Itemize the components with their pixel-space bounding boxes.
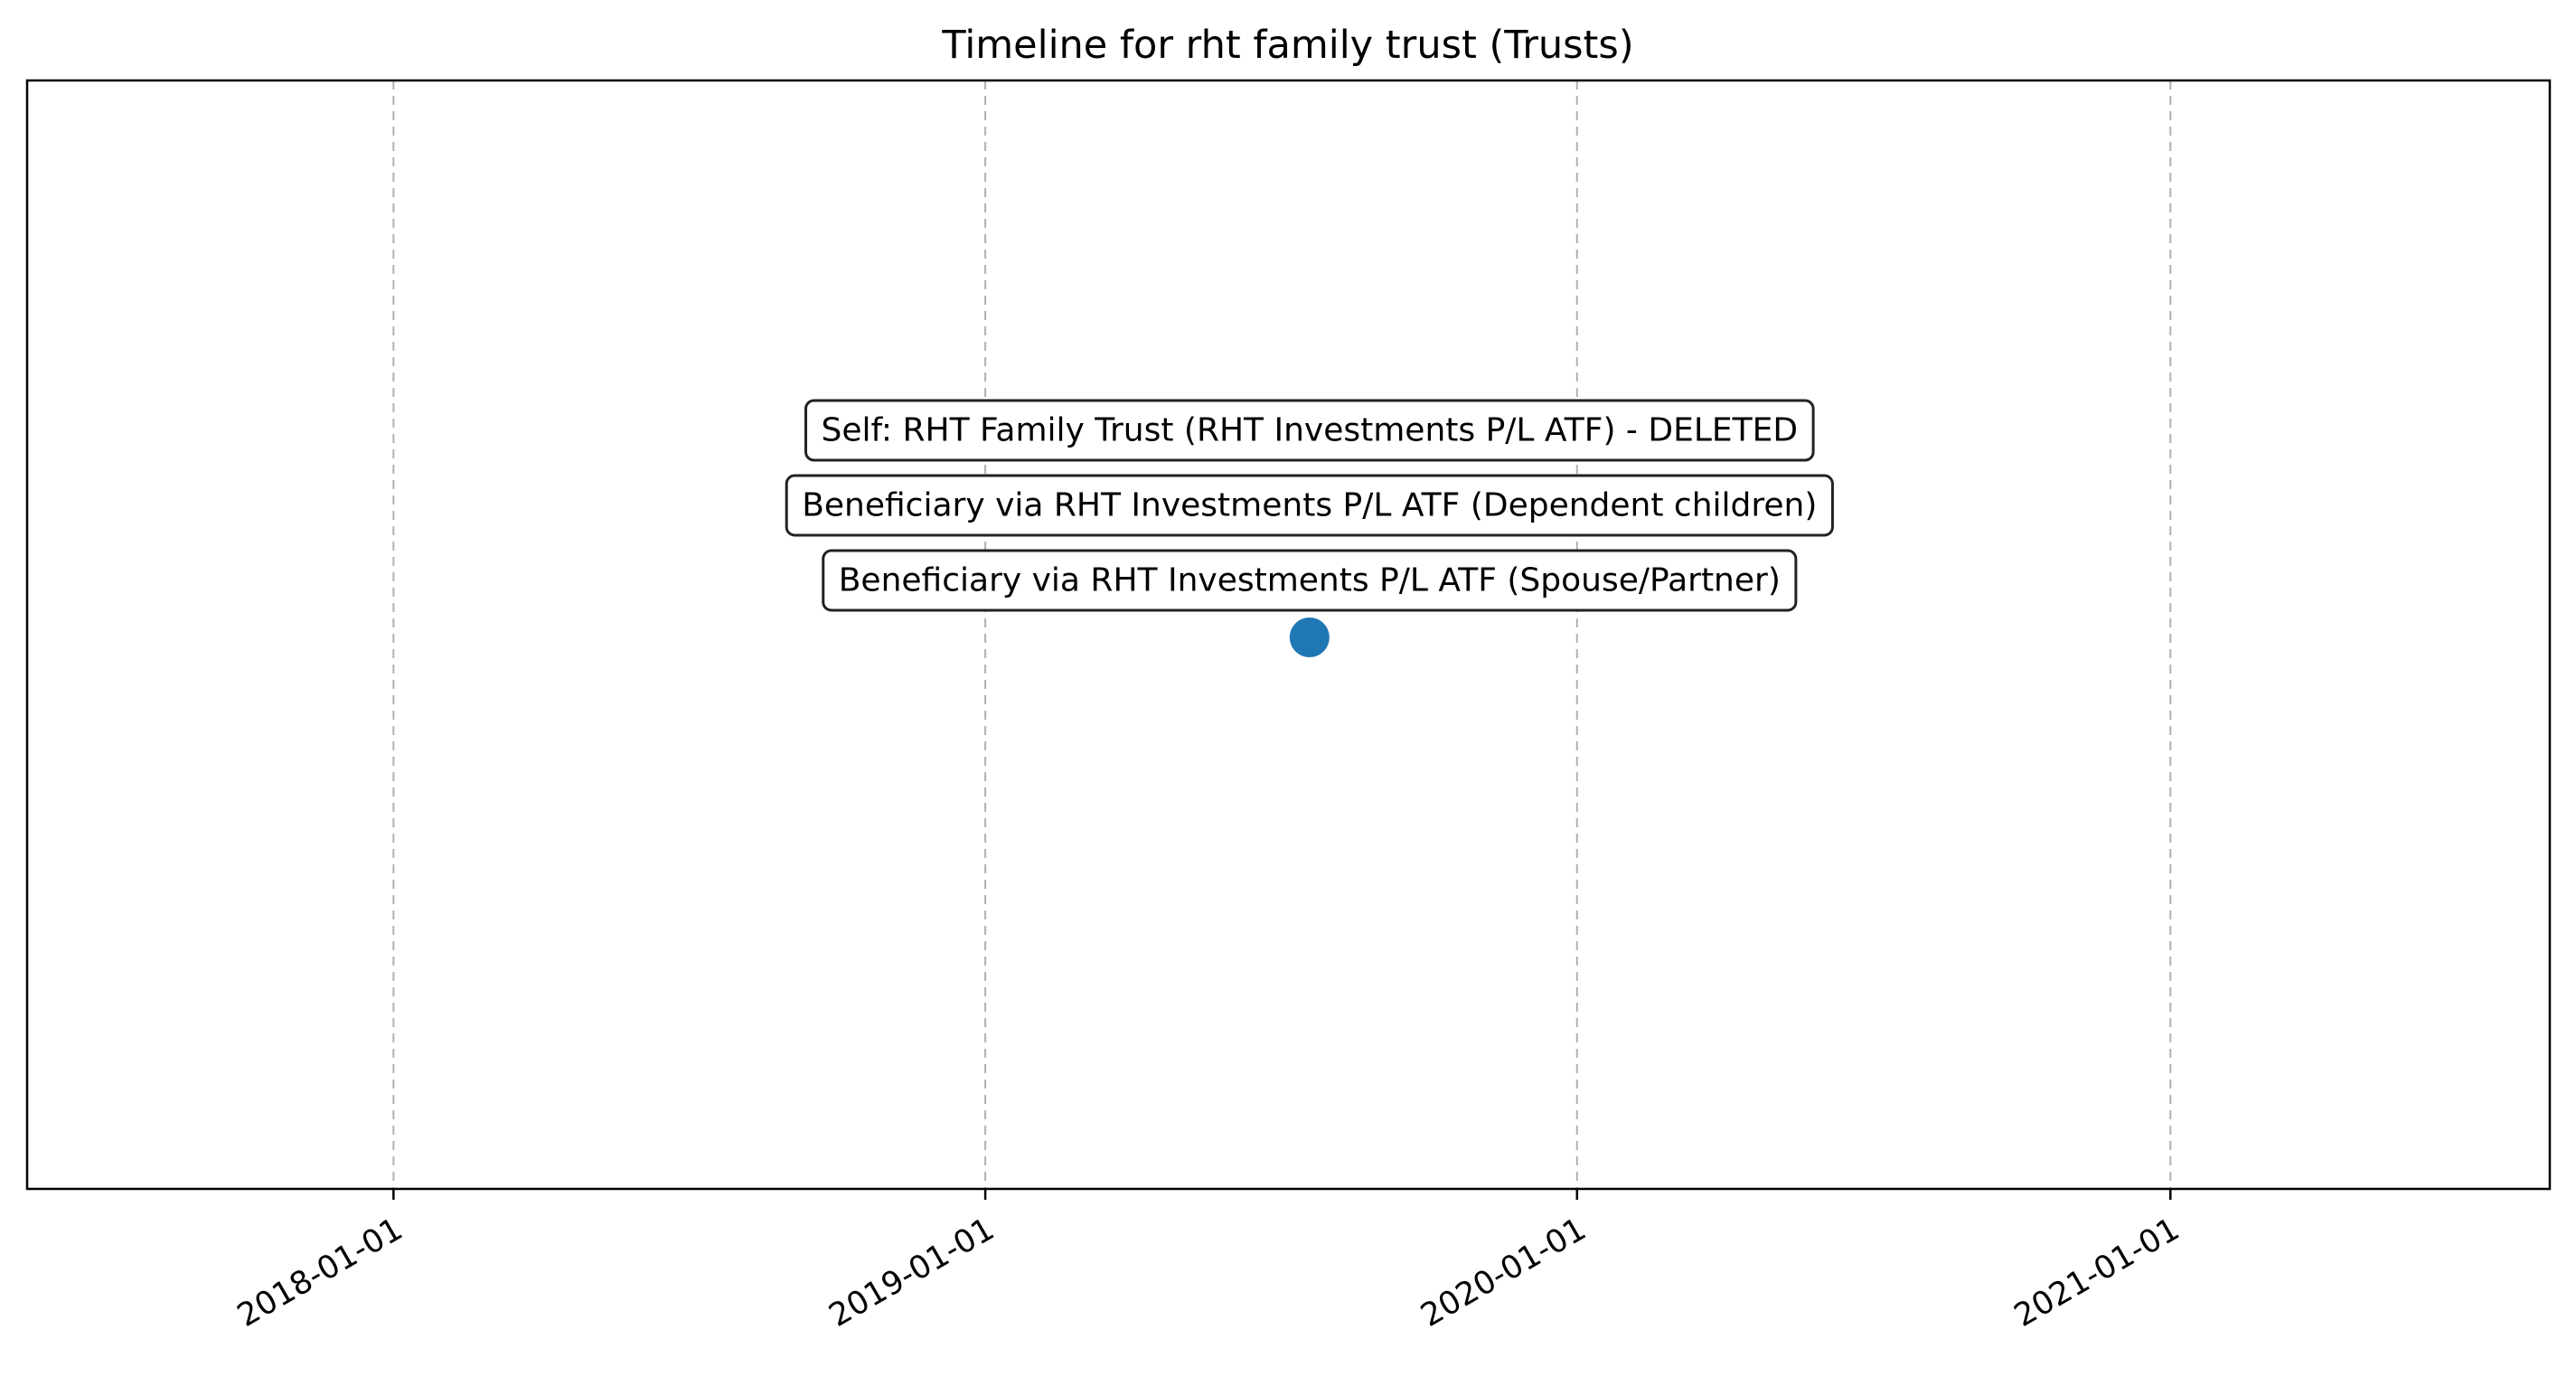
annotation-text: Beneficiary via RHT Investments P/L ATF … [839, 562, 1781, 599]
annotation-text: Self: RHT Family Trust (RHT Investments … [822, 412, 1799, 449]
annotation-box [785, 474, 1834, 537]
annotation-label: Beneficiary via RHT Investments P/L ATF … [822, 549, 1798, 612]
chart-title: Timeline for rht family trust (Trusts) [941, 23, 1633, 68]
plot-frame [25, 79, 2552, 1191]
annotation-label: Beneficiary via RHT Investments P/L ATF … [785, 474, 1834, 537]
annotations: Beneficiary via RHT Investments P/L ATF … [785, 399, 1834, 612]
data-points [1289, 618, 1330, 657]
annotation-box [804, 399, 1815, 462]
gridlines [392, 80, 2172, 1189]
annotation-label: Self: RHT Family Trust (RHT Investments … [804, 399, 1815, 462]
data-point [1289, 618, 1330, 657]
annotation-text: Beneficiary via RHT Investments P/L ATF … [802, 487, 1817, 524]
annotation-box [822, 549, 1798, 612]
